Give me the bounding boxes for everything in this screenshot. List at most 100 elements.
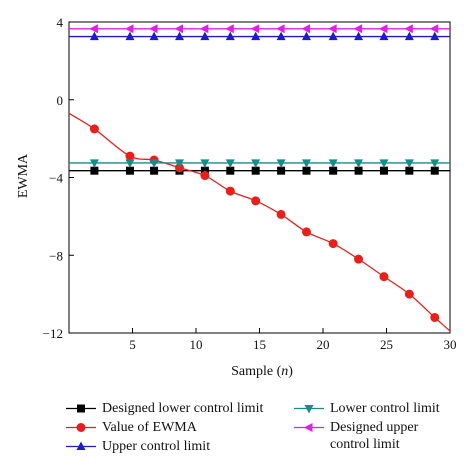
data-point [89,24,98,34]
data-point [199,24,209,34]
data-point [174,31,184,41]
data-point [149,24,158,34]
data-point [251,159,261,168]
data-point [225,24,234,34]
legend-item: Value of EWMA [66,419,197,436]
legend-swatch [294,423,324,432]
legend-swatch [66,404,96,413]
data-point [200,166,209,175]
data-point [302,166,311,175]
data-point [404,31,414,41]
data-point [125,166,134,175]
data-point [301,159,311,168]
data-point [277,166,286,175]
data-point [90,166,99,175]
legend-swatch [66,423,96,432]
data-point [251,196,261,206]
legend-label: Value of EWMA [102,420,197,435]
data-point [200,31,210,41]
data-point [430,31,440,41]
x-tick-label: 25 [380,337,393,352]
legend-label: Lower control limit [330,401,440,416]
y-axis-title: EWMA [16,153,31,198]
legend-marker [304,405,314,414]
y-tick-label: 0 [57,93,64,108]
y-tick-label: −4 [49,171,63,186]
data-point [405,166,414,175]
legend-item: Lower control limit [294,400,440,417]
data-point [226,166,235,175]
legend-marker [304,423,313,432]
x-axis-title-text: Sample ( [231,364,281,379]
x-tick-label: 30 [444,337,457,352]
legend-marker [76,441,86,450]
data-point [276,159,286,168]
legend-label: Upper control limit [102,439,211,454]
x-tick-label: 5 [129,337,136,352]
legend-label: Designed upper control limit [330,420,419,452]
data-point [200,171,210,181]
data-point [200,159,210,168]
legend-item: Designed upper control limit [294,419,418,453]
data-point [404,289,414,299]
x-axis-title-close: ) [288,364,293,379]
data-point [329,166,338,175]
data-point [328,239,338,249]
x-axis-title-variable: n [281,364,288,379]
series-line [68,112,451,332]
data-point [353,24,363,34]
data-point [429,24,439,34]
data-point [276,209,286,219]
data-point [276,31,286,41]
data-point [89,31,99,41]
data-point [430,159,440,168]
data-point [354,159,364,168]
data-point [354,254,364,264]
data-point [125,151,135,161]
data-point [250,24,260,34]
legend-swatch [66,441,96,450]
data-point [301,31,311,41]
data-point [404,24,413,34]
data-point [89,159,99,168]
data-point [301,24,310,34]
data-point [150,166,159,175]
data-point [225,31,235,41]
data-point [354,31,364,41]
x-tick-label: 20 [317,337,330,352]
data-point [301,227,311,237]
data-point [328,159,338,168]
data-point [225,186,235,196]
y-tick-label: −12 [43,326,63,341]
legend-item: Upper control limit [66,438,210,455]
data-point [430,312,440,322]
x-axis-title: Sample (n) [231,364,293,379]
data-point [379,166,388,175]
x-tick-label: 10 [190,337,203,352]
legend: Designed lower control limit Value of EWM… [0,392,474,467]
data-point [276,24,285,34]
y-tick-label: 4 [57,15,64,30]
data-point [404,159,414,168]
legend-marker [76,423,86,432]
legend-swatch [294,405,324,414]
data-point [149,159,159,168]
data-point [251,166,260,175]
data-point [174,159,184,168]
data-point [328,31,338,41]
data-point [125,159,135,168]
data-point [354,166,363,175]
chart: 5 10 15 20 25 30 4 0 −4 −8 −12 EWMA Sample (n) [16,15,457,379]
data-point [125,31,135,41]
legend-item: Designed lower control limit [66,400,263,417]
data-point [430,166,439,175]
legend-label: Designed lower control limit [102,401,264,416]
data-point [328,24,337,34]
plot-frame [68,21,451,334]
data-point [124,24,134,34]
data-point [89,124,99,134]
data-point [379,159,389,168]
x-tick-label: 15 [253,337,266,352]
plot-area: 5 10 15 20 25 30 4 0 −4 −8 −12 [43,15,457,352]
data-point [379,31,389,41]
